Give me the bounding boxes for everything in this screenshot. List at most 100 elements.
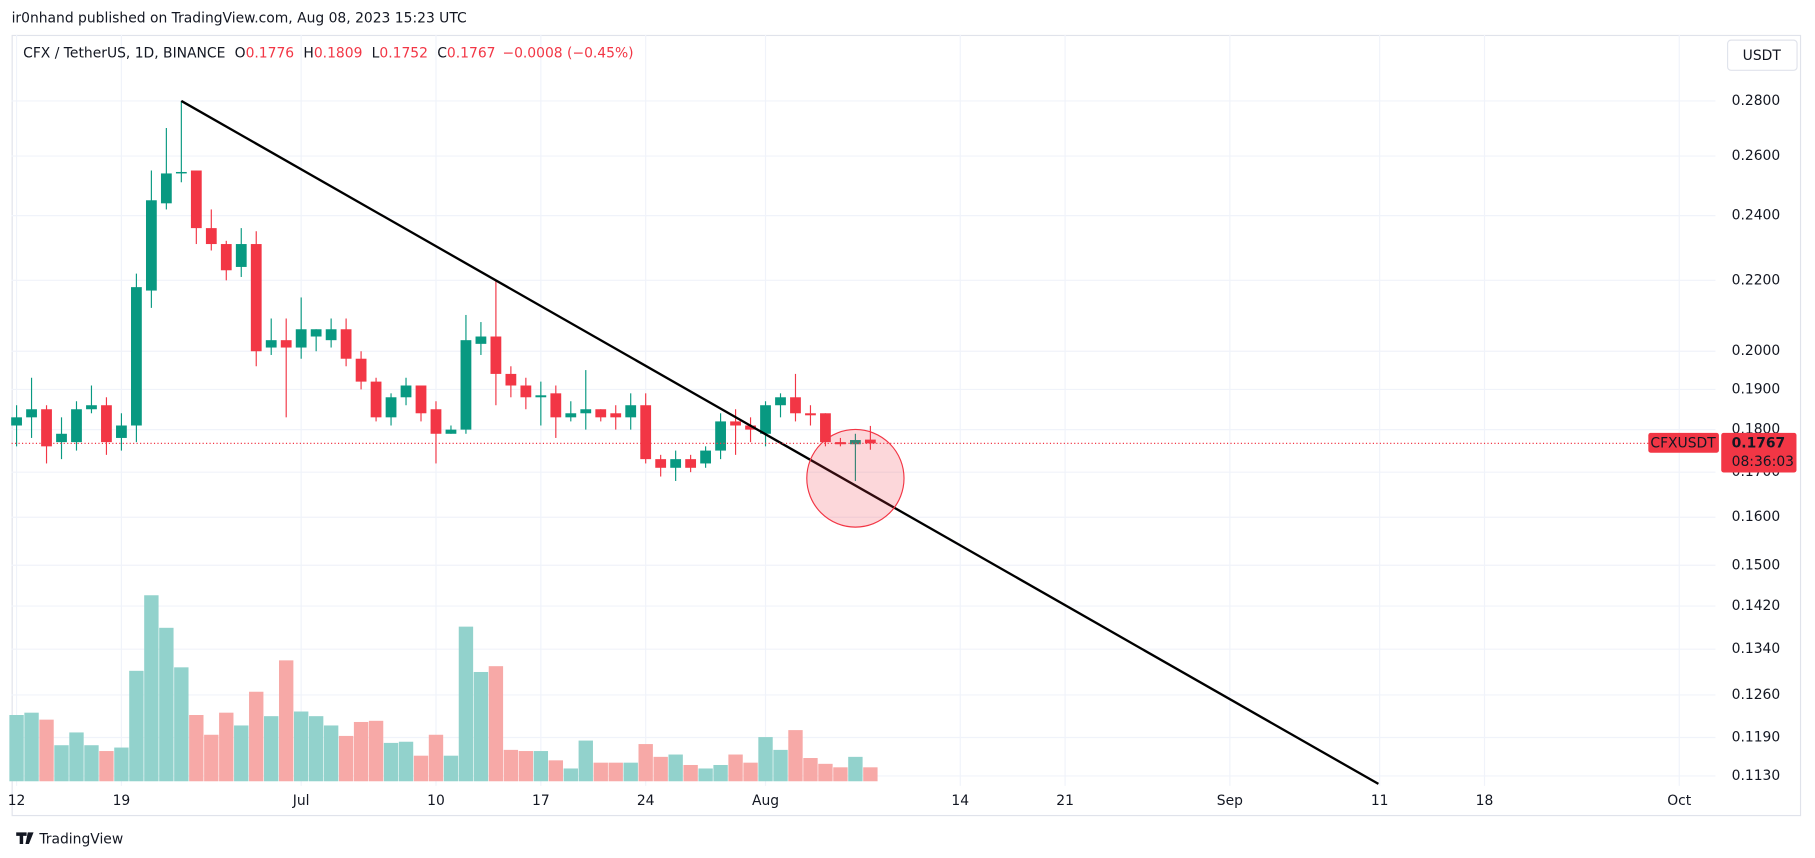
candle-body (550, 393, 562, 418)
volume-bar (383, 742, 399, 782)
volume-bar (323, 725, 339, 782)
candle-body (460, 340, 472, 430)
volume-bar (99, 751, 114, 782)
candle-body (565, 413, 577, 418)
y-tick-label: 0.2000 (1732, 343, 1781, 359)
low-value: 0.1752 (379, 45, 428, 61)
candle-body (835, 442, 846, 445)
price-tag-value: 0.1767 (1732, 435, 1786, 451)
volume-bar (563, 768, 578, 782)
y-tick-label: 0.1260 (1732, 687, 1781, 703)
x-tick-label: 12 (8, 793, 26, 809)
symbol-tag (1648, 432, 1719, 453)
volume-bar (713, 764, 728, 782)
y-tick-label: 0.1420 (1732, 598, 1781, 614)
c-label: C (437, 45, 447, 61)
volume-bar (264, 716, 279, 782)
brand: TradingView (38, 831, 123, 847)
volume-bar (219, 712, 234, 782)
symbol: CFX / TetherUS, 1D, BINANCE (23, 45, 225, 61)
candle-body (355, 358, 367, 382)
volume-bar (833, 767, 848, 782)
open-value: 0.1776 (246, 45, 295, 61)
change: −0.0008 (−0.45%) (502, 45, 633, 61)
y-tick-label: 0.1130 (1732, 768, 1781, 784)
volume-bar (458, 626, 474, 782)
candle-body (820, 413, 831, 443)
volume-bar (473, 671, 489, 782)
h-label: H (303, 45, 313, 61)
x-tick-label: 21 (1056, 793, 1074, 809)
candle-body (805, 413, 816, 416)
x-tick-label: 17 (532, 793, 550, 809)
candle-body (400, 385, 412, 398)
candle-body (175, 171, 187, 174)
price-tag (1721, 432, 1797, 473)
y-tick-label: 0.1900 (1732, 381, 1781, 397)
ohlc-legend: CFX / TetherUS, 1D, BINANCE O0.1776 H0.180… (23, 45, 633, 61)
volume-bar (533, 751, 549, 782)
x-tick-label: Sep (1217, 793, 1243, 809)
candle-body (310, 329, 322, 337)
candle-body (160, 173, 172, 204)
volume-bar (279, 660, 294, 782)
volume-bar (84, 745, 99, 782)
candle-body (370, 381, 382, 418)
candle-body (11, 417, 22, 426)
l-label: L (372, 45, 380, 61)
volume-bar (353, 721, 369, 782)
x-tick-label: 18 (1476, 793, 1494, 809)
x-tick-label: 24 (637, 793, 655, 809)
volume-bar (234, 725, 249, 782)
volume-bar (503, 749, 519, 782)
volume-bar (39, 719, 54, 782)
volume-bar (368, 720, 384, 782)
candle-body (640, 405, 652, 460)
volume-bar (548, 760, 564, 782)
publish-line: ir0nhand published on TradingView.com, A… (12, 11, 467, 27)
candle-body (71, 409, 82, 443)
volume-bar (159, 627, 174, 782)
currency-button[interactable] (1727, 39, 1798, 71)
volume-bar (129, 670, 144, 782)
volume-bar (578, 740, 593, 782)
volume-bar (9, 715, 24, 782)
y-tick-label: 0.1190 (1732, 729, 1781, 745)
volume-bar (728, 754, 743, 782)
x-tick-label: 14 (951, 793, 969, 809)
candle-body (685, 459, 697, 468)
volume-bar (428, 734, 444, 782)
candle-body (220, 244, 232, 271)
volume-bar (293, 711, 309, 782)
candle-body (775, 397, 786, 406)
candle-body (670, 459, 682, 468)
currency[interactable]: USDT (1743, 48, 1782, 64)
volume-bar (788, 730, 803, 782)
volume-bar (54, 745, 69, 782)
candle-body (790, 397, 801, 414)
volume-bar (413, 755, 429, 782)
candle-body (864, 439, 876, 444)
volume-bar (114, 747, 129, 782)
y-tick-label: 0.1600 (1732, 509, 1781, 525)
x-tick-label: Aug (752, 793, 779, 809)
volume-bar (653, 756, 668, 782)
candle-body (505, 373, 517, 386)
volume-bar (144, 595, 159, 782)
volume-bar (773, 749, 788, 782)
candle-body (760, 405, 771, 434)
volume-bar (668, 754, 683, 782)
price-tag-countdown: 08:36:03 (1732, 454, 1794, 470)
volume-bar (488, 666, 504, 782)
candle-body (280, 340, 292, 348)
candle-body (41, 409, 52, 447)
axes: 0.28000.26000.24000.22000.20000.19000.18… (8, 93, 1797, 809)
x-tick-label: 19 (113, 793, 131, 809)
plot (9, 99, 1716, 785)
candle-body (235, 244, 247, 267)
candle-body (26, 409, 37, 418)
highlight-circle (806, 428, 905, 528)
x-tick-label: 11 (1371, 793, 1389, 809)
volume-bar (683, 764, 698, 782)
x-tick-label: Jul (292, 793, 310, 809)
